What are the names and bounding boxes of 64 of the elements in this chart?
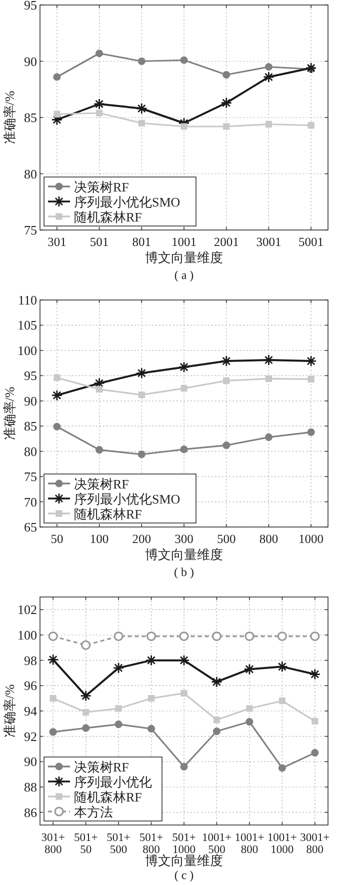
- y-tick-label: 98: [24, 652, 37, 668]
- x-tick-label: 501: [90, 235, 109, 249]
- x-tick-label: 501+ 500: [106, 832, 130, 856]
- legend-label: 决策树RF: [74, 760, 129, 774]
- y-tick-label: 85: [24, 418, 37, 434]
- x-axis-title: 博文向量维度: [145, 853, 223, 868]
- y-tick-label: 105: [18, 318, 37, 333]
- y-tick-label: 95: [24, 368, 37, 384]
- x-tick-label: 5001: [298, 235, 324, 249]
- y-axis-title: 准确率/%: [2, 386, 17, 440]
- y-tick-label: 88: [24, 780, 37, 794]
- x-tick-label: 301+ 800: [41, 832, 65, 856]
- y-tick-label: 90: [24, 754, 37, 770]
- x-tick-label: 1001: [172, 235, 196, 249]
- x-tick-label: 800: [259, 532, 278, 546]
- y-axis-title: 准确率/%: [2, 684, 17, 738]
- y-tick-label: 80: [24, 444, 37, 459]
- y-tick-label: 75: [24, 469, 37, 484]
- x-tick-label: 1001+ 1000: [267, 832, 297, 856]
- legend-label: 本方法: [74, 804, 113, 820]
- x-tick-label: 3001: [256, 235, 282, 249]
- x-tick-label: 301: [48, 235, 66, 249]
- x-tick-label: 1000: [298, 532, 324, 546]
- text: ( c ): [174, 868, 194, 882]
- x-tick-label: 300: [174, 532, 194, 546]
- legend-label: 决策树RF: [74, 180, 129, 194]
- y-tick-label: 94: [24, 704, 38, 718]
- text: ( a ): [174, 268, 194, 282]
- y-tick-label: 70: [24, 494, 37, 510]
- y-tick-label: 65: [24, 520, 37, 534]
- x-tick-label: 100: [90, 532, 109, 546]
- y-tick-label: 80: [24, 166, 37, 182]
- x-tick-label: 500: [216, 532, 236, 546]
- y-tick-label: 95: [24, 0, 37, 12]
- text: ( b ): [174, 565, 194, 579]
- legend-label: 随机森林RF: [74, 506, 142, 522]
- y-tick-label: 90: [24, 54, 37, 69]
- x-tick-label: 200: [132, 532, 152, 546]
- y-tick-label: 90: [24, 393, 37, 408]
- y-tick-label: 100: [18, 628, 37, 642]
- y-tick-label: 100: [18, 342, 37, 358]
- y-tick-label: 85: [24, 110, 37, 125]
- y-tick-label: 86: [24, 804, 38, 820]
- x-tick-label: 50: [50, 532, 64, 546]
- x-tick-label: 1001+ 800: [234, 832, 264, 856]
- legend-label: 决策树RF: [74, 476, 129, 492]
- y-tick-label: 75: [24, 222, 37, 238]
- y-tick-label: 96: [24, 678, 38, 694]
- x-tick-label: 501+ 1000: [172, 832, 196, 856]
- y-tick-label: 110: [18, 292, 37, 308]
- x-axis-title: 博文向量维度: [145, 250, 223, 265]
- x-tick-label: 3001+ 800: [300, 832, 330, 856]
- legend-label: 随机森林RF: [74, 210, 142, 224]
- legend-label: 随机森林RF: [74, 790, 142, 804]
- x-tick-label: 2001: [214, 235, 239, 249]
- x-axis-title: 博文向量维度: [145, 547, 223, 562]
- x-tick-label: 801: [132, 235, 152, 249]
- x-tick-label: 501+ 50: [74, 832, 98, 856]
- y-tick-label: 102: [18, 602, 37, 618]
- legend-label: 序列最小优化SMO: [74, 492, 180, 506]
- y-tick-label: 92: [24, 728, 37, 744]
- y-axis-title: 准确率/%: [2, 90, 17, 144]
- legend-label: 序列最小优化: [74, 774, 152, 790]
- legend-label: 序列最小优化SMO: [74, 194, 180, 210]
